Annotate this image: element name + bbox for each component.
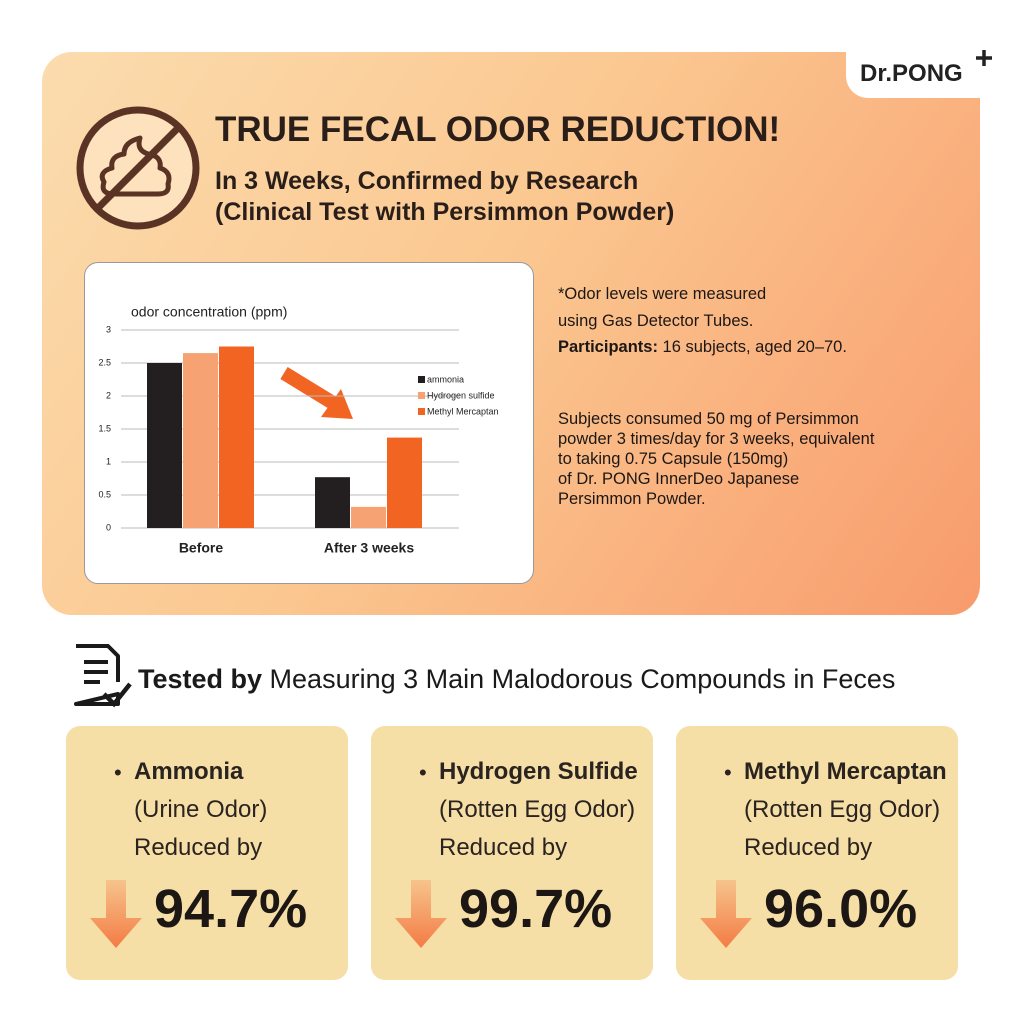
down-arrow: [90, 880, 142, 948]
y-tick-label: 2: [106, 390, 111, 400]
down-arrow: [395, 880, 447, 948]
bullet: •: [114, 760, 122, 785]
arrow-shape: [90, 880, 142, 948]
section-heading: Tested by Measuring 3 Main Malodorous Co…: [138, 664, 895, 695]
legend-swatch: [418, 376, 425, 383]
note-line: Persimmon Powder.: [558, 490, 706, 508]
compound-name: Methyl Mercaptan: [744, 758, 947, 785]
y-tick-label: 1: [106, 456, 111, 466]
bar: [351, 506, 386, 528]
no-poop-icon: [76, 106, 200, 230]
down-arrow: [700, 880, 752, 948]
note-label: Participants:: [558, 338, 658, 356]
document-icon: [74, 644, 132, 708]
chart-title: odor concentration (ppm): [131, 304, 287, 320]
reduced-label: Reduced by: [744, 834, 873, 861]
reduced-label: Reduced by: [439, 834, 568, 861]
subtitle: (Clinical Test with Persimmon Powder): [215, 198, 675, 226]
note: Participants: 16 subjects, aged 20–70.: [558, 337, 847, 357]
note: using Gas Detector Tubes.: [558, 312, 754, 330]
result-card: • Ammonia (Urine Odor) Reduced by 94.7%: [66, 726, 348, 980]
y-tick-label: 0: [106, 522, 111, 532]
dosage-note: Subjects consumed 50 mg of Persimmon powd…: [558, 409, 874, 509]
note-line: powder 3 times/day for 3 weeks, equivale…: [558, 430, 875, 448]
legend-label: Hydrogen sulfide: [427, 390, 495, 400]
y-tick-label: 1.5: [98, 423, 111, 433]
legend-label: Methyl Mercaptan: [427, 406, 499, 416]
section-bold: Tested by: [138, 664, 263, 694]
result-card: • Hydrogen Sulfide (Rotten Egg Odor) Reduce…: [371, 726, 653, 980]
chart-box: odor concentration (ppm) 0 0.5 1 1.5 2 2.5 3 Be…: [84, 262, 534, 584]
arrow-shape: [700, 880, 752, 948]
compound-name: Hydrogen Sulfide: [439, 758, 638, 785]
odor-type: (Urine Odor): [134, 796, 268, 823]
arrow-shape: [395, 880, 447, 948]
bar: [183, 353, 218, 528]
y-tick-label: 2.5: [98, 357, 111, 367]
result-card: • Methyl Mercaptan (Rotten Egg Odor) Reduce…: [676, 726, 958, 980]
note-line: to taking 0.75 Capsule (150mg): [558, 450, 789, 468]
note-line: of Dr. PONG InnerDeo Japanese: [558, 470, 800, 488]
reduction-value: 99.7%: [459, 879, 613, 939]
note: *Odor levels were measured: [558, 285, 767, 303]
note-text: 16 subjects, aged 20–70.: [662, 338, 847, 356]
x-tick-label: After 3 weeks: [324, 540, 414, 556]
reduction-value: 94.7%: [154, 879, 308, 939]
bullet: •: [419, 760, 427, 785]
compound-name: Ammonia: [134, 758, 244, 785]
reduced-label: Reduced by: [134, 834, 263, 861]
bullet: •: [724, 760, 732, 785]
bar: [219, 346, 254, 528]
odor-type: (Rotten Egg Odor): [744, 796, 941, 823]
legend-label: ammonia: [427, 374, 464, 384]
legend-swatch: [418, 392, 425, 399]
subtitle: In 3 Weeks, Confirmed by Research: [215, 167, 639, 195]
y-tick-label: 0.5: [98, 489, 111, 499]
y-tick-label: 3: [106, 324, 111, 334]
bar: [315, 477, 350, 528]
bar: [387, 437, 422, 528]
x-tick-label: Before: [179, 540, 224, 556]
note-line: Subjects consumed 50 mg of Persimmon: [558, 410, 859, 428]
brand: Dr.PONG: [860, 60, 963, 87]
title: TRUE FECAL ODOR REDUCTION!: [215, 110, 781, 149]
bar: [147, 363, 182, 528]
trend-arrow: [321, 389, 353, 419]
reduction-value: 96.0%: [764, 879, 918, 939]
odor-type: (Rotten Egg Odor): [439, 796, 636, 823]
brand-plus: [976, 50, 992, 66]
section-rest: Measuring 3 Main Malodorous Compounds in…: [269, 664, 896, 694]
legend-swatch: [418, 408, 425, 415]
chart: odor concentration (ppm) 0 0.5 1 1.5 2 2.5 3 Be…: [98, 304, 499, 556]
brand-tab: [846, 44, 996, 98]
